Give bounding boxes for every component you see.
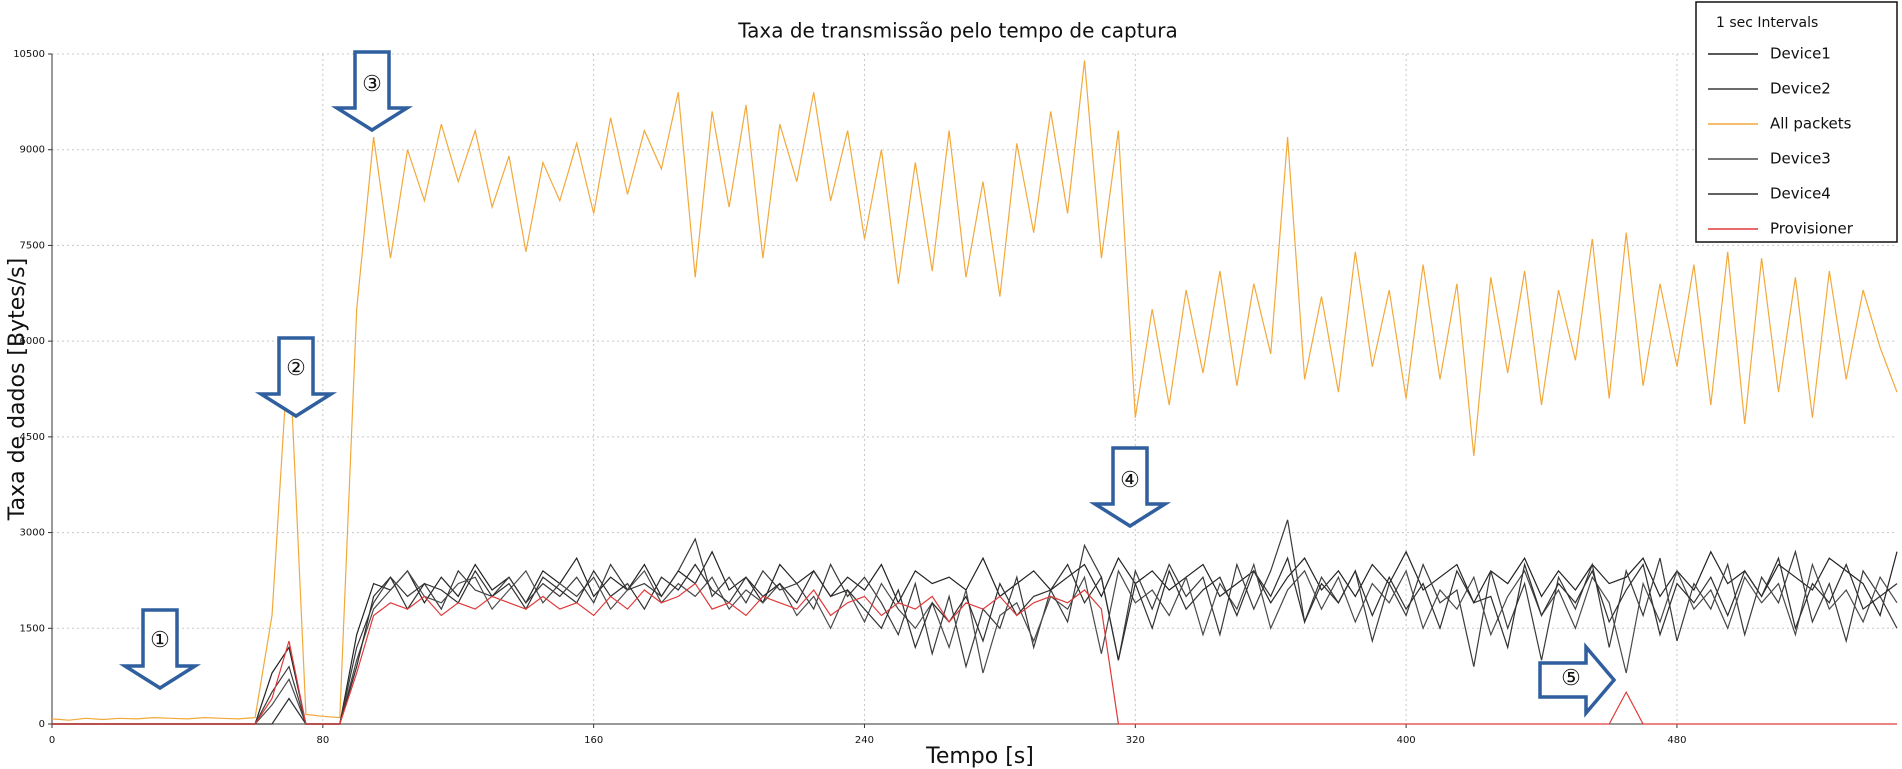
x-axis-label: Tempo [s] <box>925 744 1034 769</box>
annotation-label: ② <box>286 356 306 381</box>
legend-label: Device1 <box>1770 45 1831 63</box>
data-line <box>52 562 1898 725</box>
x-tick-label: 0 <box>49 735 55 746</box>
y-tick-label: 9000 <box>20 145 45 156</box>
y-tick-label: 0 <box>39 719 45 730</box>
data-line <box>52 556 1898 725</box>
data-line <box>51 60 1898 721</box>
legend-label: All packets <box>1770 115 1852 133</box>
chart-title: Taxa de transmissão pelo tempo de captur… <box>737 19 1177 43</box>
y-tick-label: 10500 <box>13 49 45 60</box>
x-tick-label: 160 <box>584 735 603 746</box>
data-line <box>52 550 1898 725</box>
x-tick-label: 480 <box>1667 735 1686 746</box>
y-tick-label: 1500 <box>20 623 45 634</box>
x-tick-label: 80 <box>316 735 329 746</box>
legend-label: Device3 <box>1770 150 1831 168</box>
annotation-arrow <box>254 336 338 419</box>
annotation-arrow <box>1538 642 1617 718</box>
x-tick-label: 240 <box>855 735 874 746</box>
annotation-arrow <box>330 50 414 133</box>
annotation-label: ⑤ <box>1561 666 1581 691</box>
y-tick-label: 6000 <box>20 336 45 347</box>
annotation-label: ① <box>150 628 170 653</box>
annotation-arrow <box>118 608 202 691</box>
y-axis-label: Taxa de dados [Bytes/s] <box>5 258 30 521</box>
legend-label: Device4 <box>1770 185 1831 203</box>
data-line <box>52 582 1897 725</box>
y-tick-label: 7500 <box>20 240 45 251</box>
legend-box <box>1695 1 1898 243</box>
annotation-label: ④ <box>1120 468 1140 493</box>
x-tick-label: 400 <box>1397 735 1416 746</box>
y-tick-label: 4500 <box>20 432 45 443</box>
legend-label: Device2 <box>1770 80 1831 98</box>
annotation-label: ③ <box>362 72 382 97</box>
legend-title: 1 sec Intervals <box>1716 15 1818 31</box>
annotation-arrow <box>1088 446 1172 529</box>
legend-label: Provisioner <box>1770 220 1854 238</box>
x-tick-label: 320 <box>1126 735 1145 746</box>
y-tick-label: 3000 <box>20 528 45 539</box>
data-line <box>52 519 1898 725</box>
